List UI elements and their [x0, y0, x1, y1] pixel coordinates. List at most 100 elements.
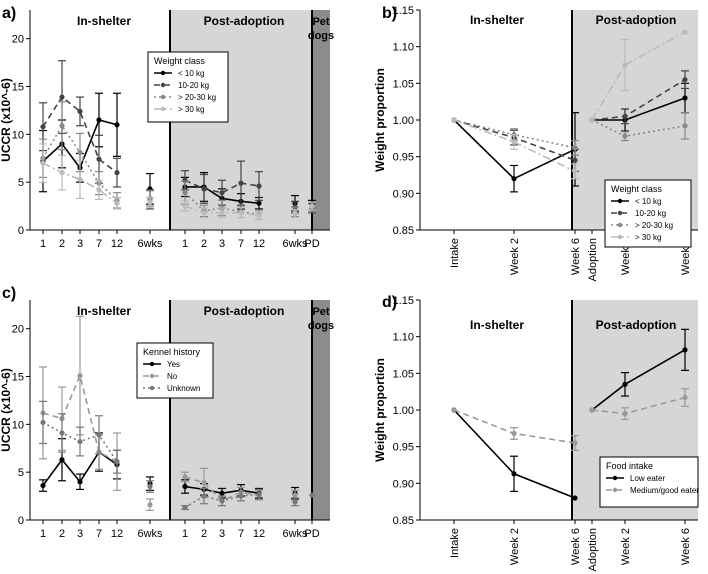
- data-point: [589, 407, 595, 413]
- data-point: [256, 183, 262, 189]
- x-tick-label: Week 6: [680, 528, 692, 565]
- data-point: [572, 495, 578, 501]
- data-point: [77, 438, 83, 445]
- series-line: [184, 179, 260, 194]
- region-title: Post-adoption: [204, 304, 285, 318]
- legend-entry: Yes: [167, 360, 180, 369]
- data-point: [622, 381, 628, 387]
- legend: Kennel history Yes No Unknown: [136, 342, 214, 399]
- x-tick-label: 12: [253, 528, 265, 540]
- data-point: [182, 474, 188, 480]
- data-point: [622, 133, 628, 139]
- y-tick-label: 5: [18, 177, 24, 189]
- legend-entry: No: [167, 372, 178, 381]
- x-tick-label: Week 6: [570, 528, 582, 565]
- data-point: [219, 210, 225, 216]
- x-tick-label: 12: [253, 238, 265, 250]
- y-tick-label: 1.00: [393, 405, 414, 417]
- legend: Weight class < 10 kg 10-20 kg > 20-30 kg > 3…: [604, 179, 692, 248]
- data-point: [40, 124, 46, 130]
- region-title: In-shelter: [470, 318, 524, 332]
- data-point: [219, 490, 225, 496]
- x-tick-label: 1: [40, 238, 46, 250]
- data-point: [201, 480, 207, 486]
- x-tick-label: Adoption: [587, 528, 599, 571]
- legend: Food intake Low eater Medium/good eater: [599, 456, 699, 508]
- series-low-eater: [451, 328, 689, 501]
- data-point: [114, 170, 120, 176]
- y-tick-label: 5: [18, 467, 24, 479]
- legend-marker: [617, 234, 623, 240]
- y-tick-label: 1.05: [393, 368, 414, 380]
- x-tick-label: Intake: [449, 238, 461, 268]
- legend-marker: [160, 94, 166, 100]
- data-point: [182, 483, 188, 490]
- x-tick-label: 2: [201, 238, 207, 250]
- legend-marker: [149, 385, 155, 391]
- x-tick-label: 1: [40, 528, 46, 540]
- x-tick-label: 7: [238, 528, 244, 540]
- data-point: [40, 482, 46, 489]
- legend-box: [599, 456, 699, 508]
- data-point: [572, 157, 578, 163]
- y-axis-label: UCCR (x10^-6): [0, 78, 13, 162]
- y-tick-label: 20: [12, 34, 24, 46]
- y-tick-label: 0.85: [393, 225, 414, 237]
- y-tick-label: 0.90: [393, 478, 414, 490]
- data-point: [682, 29, 688, 35]
- data-point: [238, 210, 244, 216]
- x-tick-label: 3: [219, 238, 225, 250]
- data-point: [292, 492, 298, 498]
- legend-marker: [160, 82, 166, 88]
- region-title: Post-adoption: [204, 14, 285, 28]
- data-point: [147, 483, 153, 490]
- data-point: [147, 199, 153, 205]
- y-tick-label: 1.15: [393, 295, 414, 307]
- legend: Weight class < 10 kg 10-20 kg > 20-30 kg > 3…: [147, 51, 229, 123]
- panel-label: a): [2, 5, 16, 22]
- data-point: [77, 108, 83, 114]
- y-tick-label: 0.90: [393, 188, 414, 200]
- data-point: [256, 200, 262, 206]
- legend-entry: Unknown: [167, 384, 200, 393]
- data-point: [114, 200, 120, 206]
- x-tick-label: Adoption: [587, 238, 599, 281]
- shaded-region-2: [312, 300, 330, 520]
- y-tick-label: 15: [12, 372, 24, 384]
- data-point: [40, 419, 46, 426]
- data-point: [96, 187, 102, 193]
- data-point: [572, 440, 578, 446]
- data-point: [292, 211, 298, 217]
- series-line: [42, 95, 118, 174]
- data-point: [622, 62, 628, 68]
- x-tick-label: 3: [77, 238, 83, 250]
- data-point: [219, 498, 225, 504]
- panel-label: b): [382, 5, 397, 22]
- x-tick-label: 1: [182, 528, 188, 540]
- legend-title: Weight class: [154, 56, 205, 66]
- legend-marker: [617, 210, 623, 216]
- data-point: [96, 156, 102, 162]
- data-point: [622, 411, 628, 417]
- series-line: [453, 119, 576, 173]
- y-tick-label: 0.95: [393, 442, 414, 454]
- y-tick-label: 20: [12, 324, 24, 336]
- y-tick-label: 1.15: [393, 5, 414, 17]
- data-point: [309, 203, 315, 209]
- x-tick-label: 6wks: [282, 238, 308, 250]
- chart-panel-2: 0.85 0.90 0.95 1.00 1.05 1.10 1.15 Weight propo…: [373, 5, 698, 281]
- series-unknown: [39, 400, 315, 511]
- data-point: [511, 176, 517, 182]
- y-tick-label: 0.85: [393, 515, 414, 527]
- data-point: [201, 210, 207, 216]
- region-title: In-shelter: [470, 13, 524, 27]
- x-tick-label: 12: [111, 238, 123, 250]
- x-tick-label: 7: [238, 238, 244, 250]
- legend-entry: > 30 kg: [635, 233, 661, 242]
- region-title-dogs: dogs: [308, 30, 334, 42]
- y-tick-label: 0: [18, 515, 24, 527]
- data-point: [256, 213, 262, 219]
- data-point: [77, 176, 83, 182]
- x-tick-label: 12: [111, 528, 123, 540]
